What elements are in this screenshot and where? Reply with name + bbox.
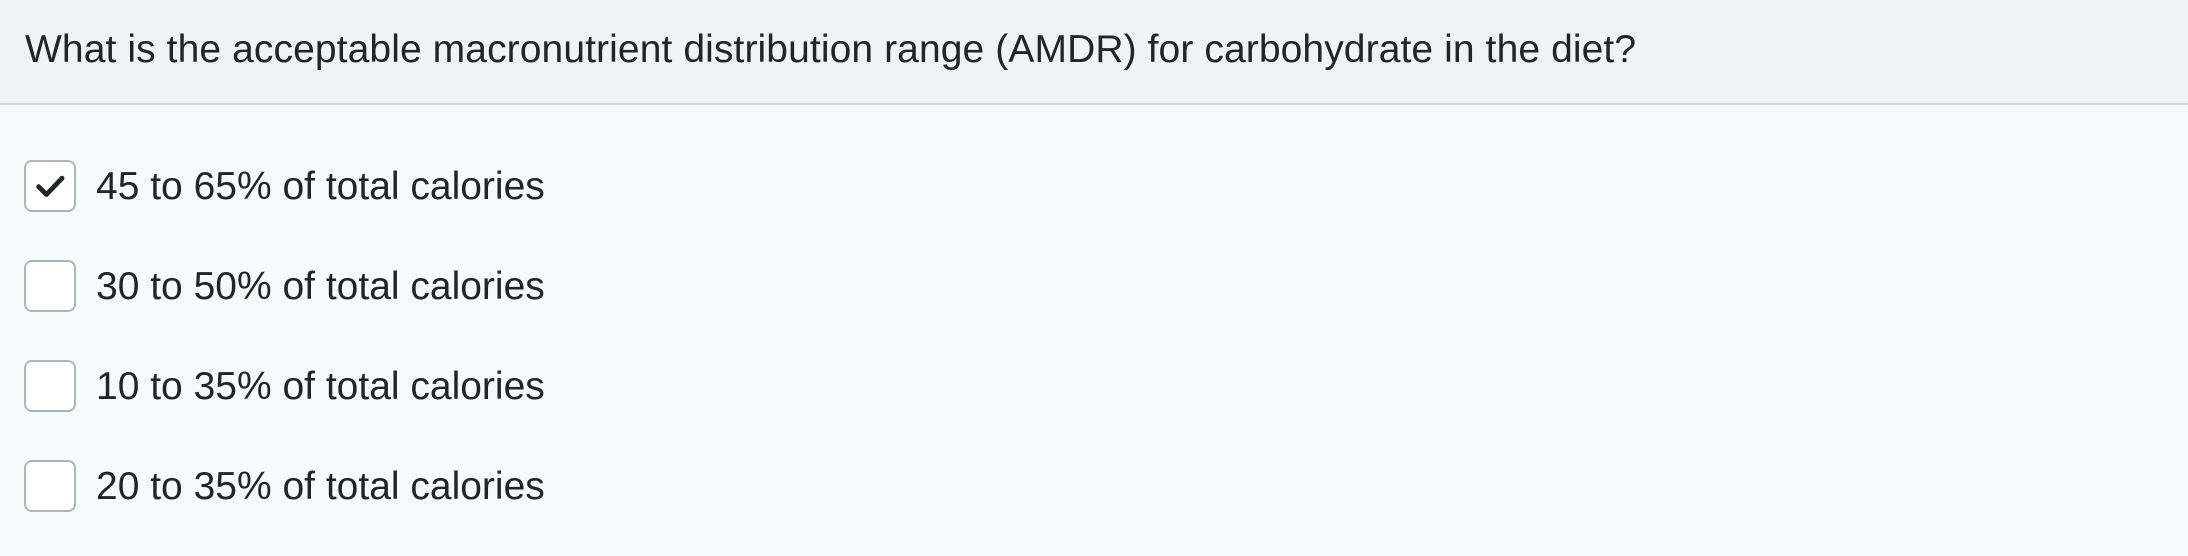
answer-option[interactable]: 10 to 35% of total calories <box>24 360 545 412</box>
question-text: What is the acceptable macronutrient dis… <box>25 28 1637 71</box>
answer-checkbox[interactable] <box>24 460 76 512</box>
answer-label[interactable]: 20 to 35% of total calories <box>96 464 545 508</box>
checkmark-icon <box>36 175 65 197</box>
answer-option[interactable]: 45 to 65% of total calories <box>24 160 545 212</box>
answer-label[interactable]: 10 to 35% of total calories <box>96 364 545 408</box>
answer-checkbox[interactable] <box>24 260 76 312</box>
answer-label[interactable]: 30 to 50% of total calories <box>96 264 545 308</box>
answer-checkbox[interactable] <box>24 160 76 212</box>
question-header: What is the acceptable macronutrient dis… <box>0 0 2188 105</box>
answer-label[interactable]: 45 to 65% of total calories <box>96 164 545 208</box>
answer-options: 45 to 65% of total calories 30 to 50% of… <box>0 105 2188 554</box>
answer-option[interactable]: 20 to 35% of total calories <box>24 460 545 512</box>
answer-option[interactable]: 30 to 50% of total calories <box>24 260 545 312</box>
answer-checkbox[interactable] <box>24 360 76 412</box>
